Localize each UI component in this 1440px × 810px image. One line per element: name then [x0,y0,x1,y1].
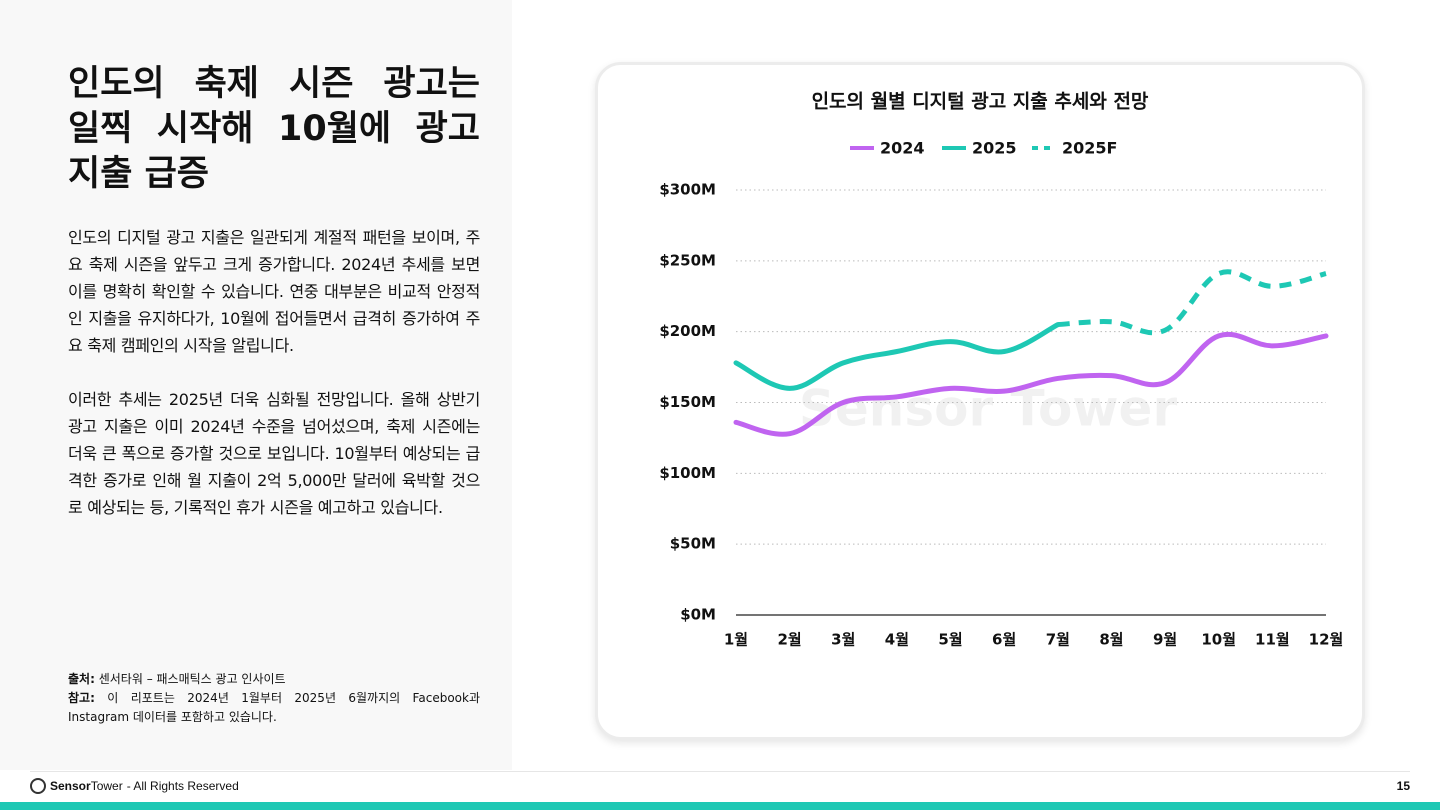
x-tick-label: 5월 [938,631,962,649]
paragraph: 이러한 추세는 2025년 더욱 심화될 전망입니다. 올해 상반기 광고 지출… [68,390,480,517]
footer: SensorTower - All Rights Reserved [30,778,239,794]
x-tick-label: 4월 [885,631,909,649]
headline-line: 일찍 시작해 10월에 광고 [68,109,480,149]
headline: 인도의 축제 시즌 광고는 일찍 시작해 10월에 광고 지출 급증 [68,62,480,197]
series-line [1057,269,1327,336]
watermark: Sensor Tower [799,380,1178,438]
x-tick-label: 10월 [1201,631,1236,649]
page-number: 15 [1396,779,1410,793]
series-line [733,331,1329,437]
y-tick-label: $150M [659,393,716,411]
note-label: 참고: [68,691,95,705]
y-tick-label: $250M [659,251,716,269]
chart-card: 인도의 월별 디지털 광고 지출 추세와 전망 Sensor Tower $0M… [595,62,1365,740]
x-tick-label: 8월 [1099,631,1123,649]
accent-bar [0,802,1440,810]
x-tick-label: 12월 [1309,631,1344,649]
source-text: 센서타워 – 패스매틱스 광고 인사이트 [98,672,286,686]
x-tick-label: 3월 [831,631,855,649]
y-tick-label: $100M [659,464,716,482]
source: 출처: 센서타워 – 패스매틱스 광고 인사이트 [68,670,480,689]
headline-line: 지출 급증 [68,154,209,194]
notes: 출처: 센서타워 – 패스매틱스 광고 인사이트 참고: 이 리포트는 2024… [68,670,480,727]
legend-label: 2025 [972,139,1017,158]
rights: - All Rights Reserved [126,779,239,793]
note: 참고: 이 리포트는 2024년 1월부터 2025년 6월까지의 Facebo… [68,689,480,727]
body-text: 인도의 디지털 광고 지출은 일관되게 계절적 패턴을 보이며, 주요 축제 시… [68,224,480,548]
left-panel: 인도의 축제 시즌 광고는 일찍 시작해 10월에 광고 지출 급증 인도의 디… [0,0,512,770]
source-label: 출처: [68,672,95,686]
chart-title: 인도의 월별 디지털 광고 지출 추세와 전망 [812,91,1149,113]
x-tick-label: 7월 [1046,631,1070,649]
x-tick-label: 9월 [1153,631,1177,649]
series-line [733,322,1061,391]
headline-line: 인도의 축제 시즌 광고는 [68,64,480,104]
note-text: 이 리포트는 2024년 1월부터 2025년 6월까지의 Facebook과 … [68,691,480,724]
paragraph: 인도의 디지털 광고 지출은 일관되게 계절적 패턴을 보이며, 주요 축제 시… [68,228,480,355]
legend-label: 2025F [1062,139,1117,158]
footer-divider [30,771,1410,772]
x-tick-label: 1월 [724,631,748,649]
y-tick-label: $200M [659,322,716,340]
y-tick-label: $0M [680,606,716,624]
x-tick-label: 11월 [1255,631,1290,649]
brand-light: Tower [90,779,123,793]
y-tick-label: $300M [659,181,716,199]
logo-icon [30,778,46,794]
x-tick-label: 6월 [992,631,1016,649]
brand: SensorTower [50,779,123,793]
x-tick-label: 2월 [778,631,802,649]
legend-label: 2024 [880,139,925,158]
brand-bold: Sensor [50,779,91,793]
chart: 인도의 월별 디지털 광고 지출 추세와 전망 Sensor Tower $0M… [659,91,1344,649]
y-tick-label: $50M [670,535,716,553]
